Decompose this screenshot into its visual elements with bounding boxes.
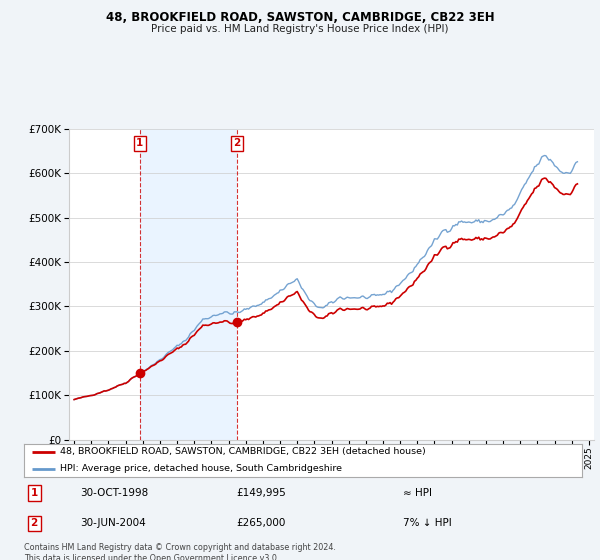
Text: ≈ HPI: ≈ HPI	[403, 488, 433, 498]
Text: 2: 2	[31, 519, 38, 529]
Text: Contains HM Land Registry data © Crown copyright and database right 2024.
This d: Contains HM Land Registry data © Crown c…	[24, 543, 336, 560]
Text: 30-OCT-1998: 30-OCT-1998	[80, 488, 148, 498]
Bar	[140, 129, 237, 440]
Text: 7% ↓ HPI: 7% ↓ HPI	[403, 519, 452, 529]
Text: 48, BROOKFIELD ROAD, SAWSTON, CAMBRIDGE, CB22 3EH (detached house): 48, BROOKFIELD ROAD, SAWSTON, CAMBRIDGE,…	[60, 447, 426, 456]
Text: 48, BROOKFIELD ROAD, SAWSTON, CAMBRIDGE, CB22 3EH: 48, BROOKFIELD ROAD, SAWSTON, CAMBRIDGE,…	[106, 11, 494, 24]
Text: 1: 1	[136, 138, 143, 148]
Text: £149,995: £149,995	[236, 488, 286, 498]
Text: 2: 2	[233, 138, 241, 148]
Text: Price paid vs. HM Land Registry's House Price Index (HPI): Price paid vs. HM Land Registry's House …	[151, 24, 449, 34]
Text: 1: 1	[31, 488, 38, 498]
Text: £265,000: £265,000	[236, 519, 286, 529]
Text: 30-JUN-2004: 30-JUN-2004	[80, 519, 146, 529]
Text: HPI: Average price, detached house, South Cambridgeshire: HPI: Average price, detached house, Sout…	[60, 464, 342, 473]
